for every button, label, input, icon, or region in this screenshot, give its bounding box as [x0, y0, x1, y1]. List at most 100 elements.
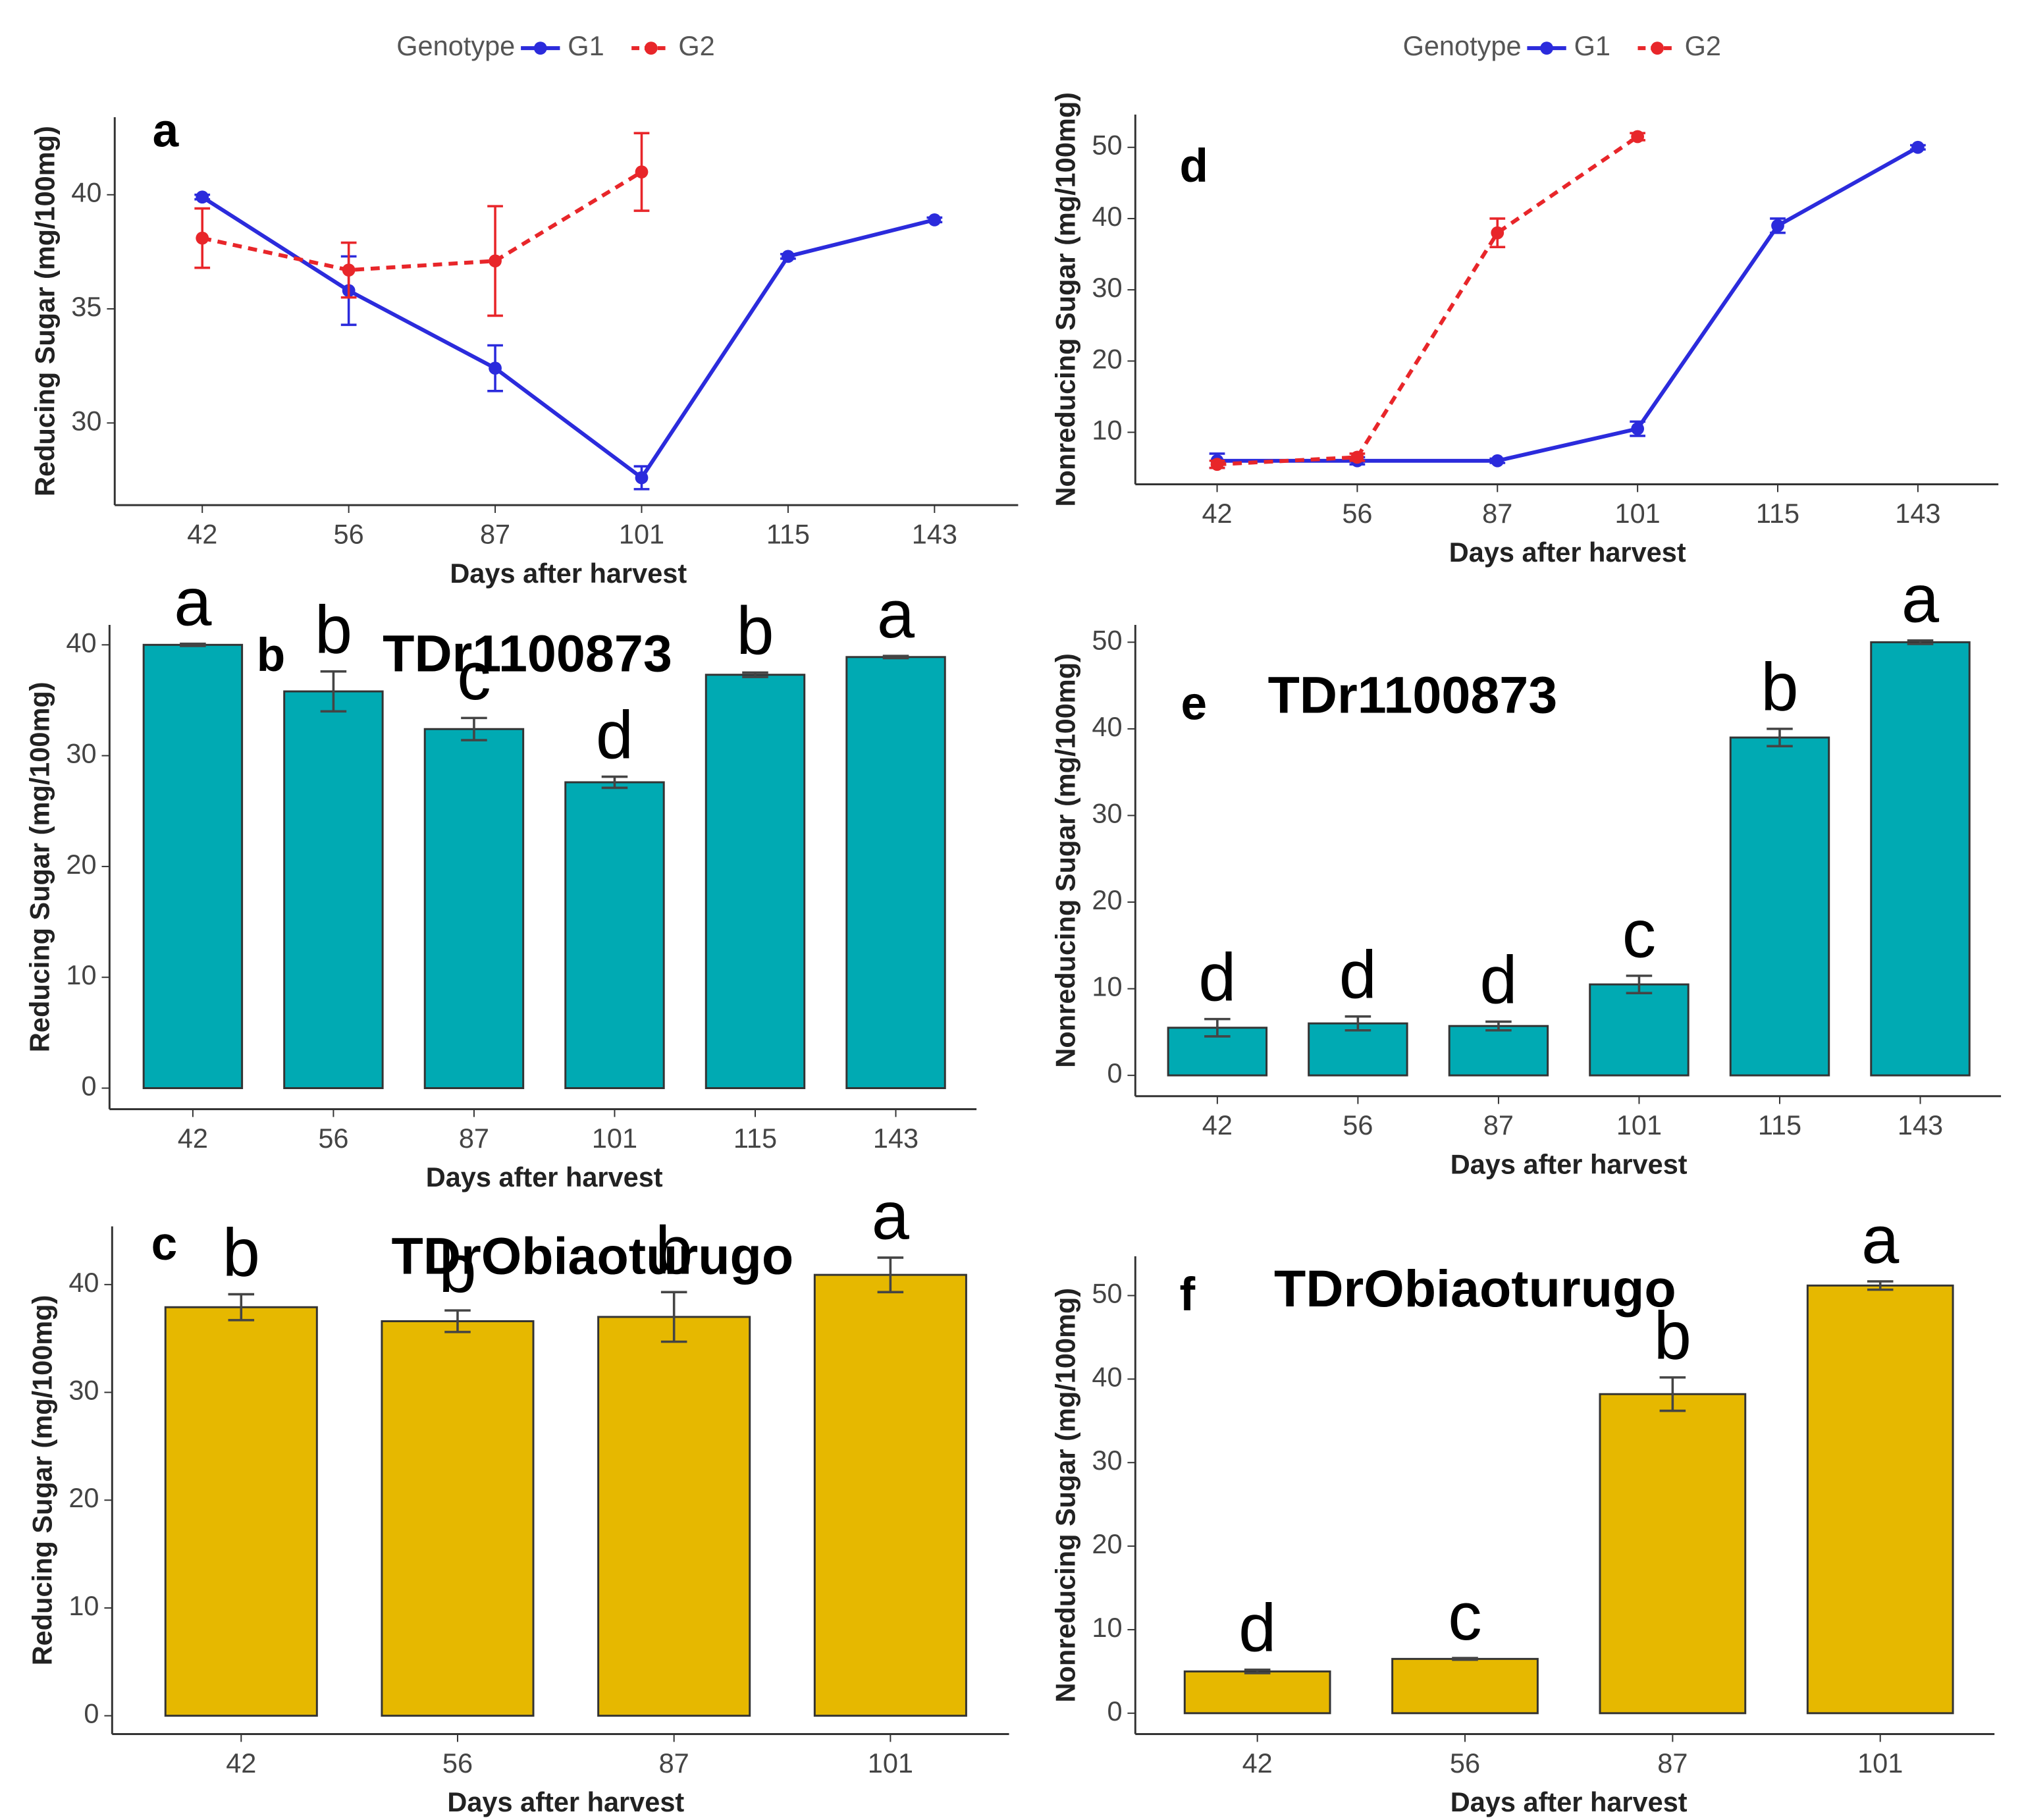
significance-letter: d: [1198, 939, 1236, 1015]
error-bar: [461, 716, 487, 741]
error-bar: [1767, 728, 1793, 747]
bar: [142, 643, 244, 1090]
significance-letter: a: [174, 564, 212, 639]
error-bar: [1344, 1015, 1371, 1032]
bar: [597, 1316, 751, 1717]
significance-letter: b: [1761, 649, 1798, 725]
y-axis-title: Nonreducing Sugar (mg/100mg): [1050, 653, 1080, 1068]
panel-label: f: [1180, 1269, 1196, 1321]
point: [1350, 450, 1364, 464]
x-tick-label: 101: [619, 519, 664, 550]
significance-letter: a: [877, 576, 915, 652]
x-tick-label: 87: [1657, 1748, 1688, 1779]
legend-title: Genotype: [1403, 30, 1522, 61]
x-axis-title: Days after harvest: [447, 1786, 684, 1817]
y-tick-label: 20: [1092, 343, 1122, 374]
y-tick-label: 35: [71, 291, 101, 322]
panel-label: e: [1181, 678, 1207, 730]
y-tick-label: 10: [1092, 971, 1122, 1002]
significance-letter: b: [736, 593, 774, 668]
error-bar: [1244, 1669, 1271, 1674]
bar: [1167, 1027, 1268, 1077]
bar: [1870, 641, 1971, 1077]
bar: [813, 1273, 967, 1717]
point: [1631, 130, 1645, 144]
y-axis-title: Nonreducing Sugar (mg/100mg): [1050, 92, 1080, 507]
point: [782, 250, 795, 263]
error-bar: [180, 642, 206, 647]
error-bar: [882, 655, 909, 660]
x-tick-label: 42: [178, 1123, 208, 1154]
x-tick-label: 143: [873, 1123, 918, 1154]
significance-letter: d: [596, 697, 633, 772]
x-tick-label: 87: [659, 1748, 689, 1779]
point: [489, 361, 502, 375]
y-tick-label: 0: [81, 1070, 96, 1101]
x-tick-label: 143: [1898, 1110, 1943, 1140]
error-bar: [1626, 975, 1653, 994]
bar: [283, 690, 384, 1090]
significance-letter: a: [1902, 560, 1940, 636]
y-tick-label: 20: [66, 849, 96, 880]
panel-title: TDrObiaoturugo: [1274, 1259, 1676, 1318]
error-bar: [1452, 1657, 1478, 1661]
x-tick-label: 42: [187, 519, 217, 550]
point: [196, 231, 209, 245]
significance-letter: c: [457, 638, 491, 714]
y-tick-label: 0: [84, 1698, 99, 1729]
y-tick-label: 20: [1092, 1528, 1122, 1559]
legend-label: G1: [1574, 30, 1610, 61]
series-line: [1217, 146, 1919, 463]
point: [1491, 226, 1504, 240]
y-tick-label: 40: [1092, 201, 1122, 232]
error-bar: [660, 1291, 687, 1343]
panel: 30 35 40 42 56 87 101 115 143 Days after harvest R…: [29, 30, 1019, 589]
y-tick-label: 30: [1092, 272, 1122, 303]
x-tick-label: 143: [912, 519, 957, 550]
y-tick-label: 40: [1092, 711, 1122, 742]
bar: [1806, 1284, 1954, 1715]
point: [1491, 454, 1504, 468]
y-tick-label: 10: [1092, 414, 1122, 445]
panel-title: TDr1100873: [1268, 666, 1558, 724]
x-tick-label: 115: [1756, 498, 1799, 529]
series-line: [201, 170, 643, 273]
x-tick-label: 87: [480, 519, 510, 550]
x-tick-label: 56: [318, 1123, 348, 1154]
x-tick-label: 56: [1342, 498, 1372, 529]
significance-letter: b: [1654, 1298, 1691, 1374]
x-tick-label: 56: [442, 1748, 473, 1779]
point: [1771, 219, 1784, 232]
x-tick-label: 143: [1895, 498, 1940, 529]
y-axis-title: Reducing Sugar (mg/100mg): [29, 126, 60, 496]
y-tick-label: 30: [68, 1375, 99, 1406]
significance-letter: b: [315, 591, 352, 667]
bar: [1391, 1657, 1539, 1715]
y-tick-label: 20: [1092, 884, 1122, 915]
x-axis-title: Days after harvest: [1450, 1148, 1688, 1179]
panel: 0 10 20 30 40 50 42 56 87 101 Days after harvest No…: [1050, 1202, 1995, 1817]
bar: [1448, 1025, 1549, 1077]
error-bar: [1204, 1017, 1231, 1038]
legend-title: Genotype: [396, 30, 515, 61]
point: [1210, 458, 1224, 471]
error-bar: [1485, 1020, 1512, 1032]
panel: 10 20 30 40 50 42 56 87 101 115 143 Days after harv…: [1050, 30, 1999, 568]
y-tick-label: 50: [1092, 624, 1122, 655]
point: [489, 254, 502, 268]
x-tick-label: 42: [1242, 1748, 1273, 1779]
point: [635, 165, 649, 179]
legend-marker: [1540, 41, 1553, 55]
x-tick-label: 87: [459, 1123, 489, 1154]
bar: [1589, 983, 1689, 1077]
y-tick-label: 10: [66, 959, 96, 990]
bar: [381, 1320, 535, 1717]
x-tick-label: 87: [1482, 498, 1512, 529]
legend-label: G1: [568, 30, 604, 61]
panel-label: c: [151, 1218, 178, 1270]
point: [196, 190, 209, 204]
panel: 0 10 20 30 40 42 56 87 101 115 143 Days after harve…: [24, 564, 977, 1192]
y-tick-label: 10: [68, 1590, 99, 1621]
x-axis-title: Days after harvest: [450, 558, 687, 589]
x-tick-label: 42: [226, 1748, 256, 1779]
